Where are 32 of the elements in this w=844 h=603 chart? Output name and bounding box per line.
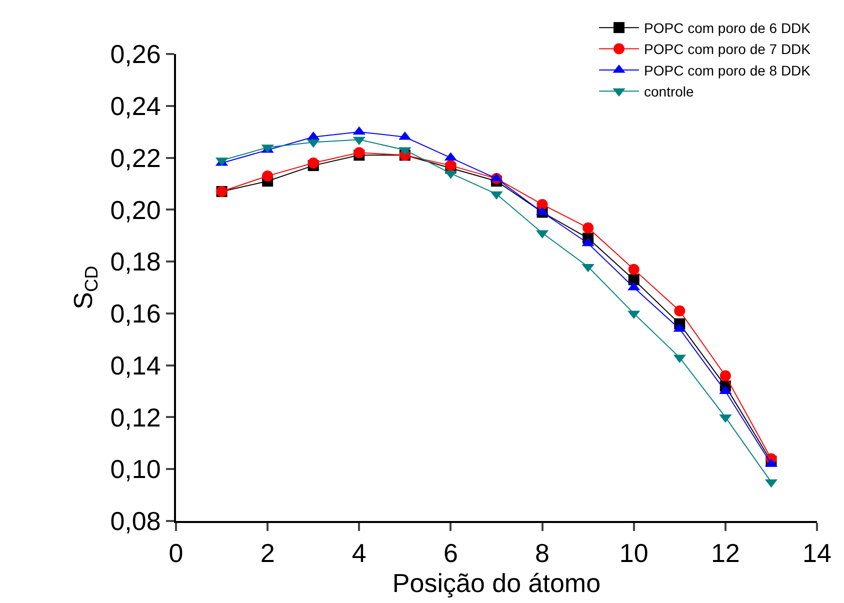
x-tick-label: 8 bbox=[535, 538, 550, 568]
y-tick-label: 0,12 bbox=[110, 402, 161, 432]
x-tick-label: 12 bbox=[710, 538, 740, 568]
point bbox=[354, 147, 365, 158]
y-tick-label: 0,10 bbox=[110, 454, 161, 484]
point bbox=[536, 198, 548, 210]
y-tick-label: 0,08 bbox=[110, 506, 161, 536]
x-axis-title: Posição do átomo bbox=[392, 568, 601, 598]
y-tick-label: 0,24 bbox=[110, 90, 161, 121]
legend-label: POPC com poro de 6 DDK bbox=[644, 20, 812, 36]
y-tick-label: 0,18 bbox=[110, 246, 161, 277]
point bbox=[262, 170, 274, 182]
y-tick-label: 0,22 bbox=[110, 142, 161, 173]
legend-label: POPC com poro de 7 DDK bbox=[644, 41, 812, 58]
y-tick-label: 0,14 bbox=[110, 350, 161, 380]
x-tick-label: 2 bbox=[260, 538, 275, 568]
point bbox=[308, 157, 319, 168]
point bbox=[582, 222, 594, 234]
x-tick-label: 14 bbox=[802, 538, 832, 568]
y-tick-label: 0,16 bbox=[110, 298, 161, 329]
x-tick-label: 4 bbox=[352, 538, 366, 568]
y-tick-label: 0,26 bbox=[110, 39, 161, 70]
point bbox=[445, 160, 456, 172]
x-tick-label: 10 bbox=[619, 538, 648, 568]
point bbox=[674, 305, 686, 316]
legend-label: controle bbox=[644, 84, 694, 100]
x-tick-label: 6 bbox=[443, 538, 458, 568]
point bbox=[628, 264, 640, 275]
y-tick-label: 0,20 bbox=[110, 194, 161, 225]
point bbox=[720, 370, 731, 382]
legend-label: POPC com poro de 8 DDK bbox=[644, 62, 812, 78]
x-tick-label: 0 bbox=[168, 538, 184, 568]
